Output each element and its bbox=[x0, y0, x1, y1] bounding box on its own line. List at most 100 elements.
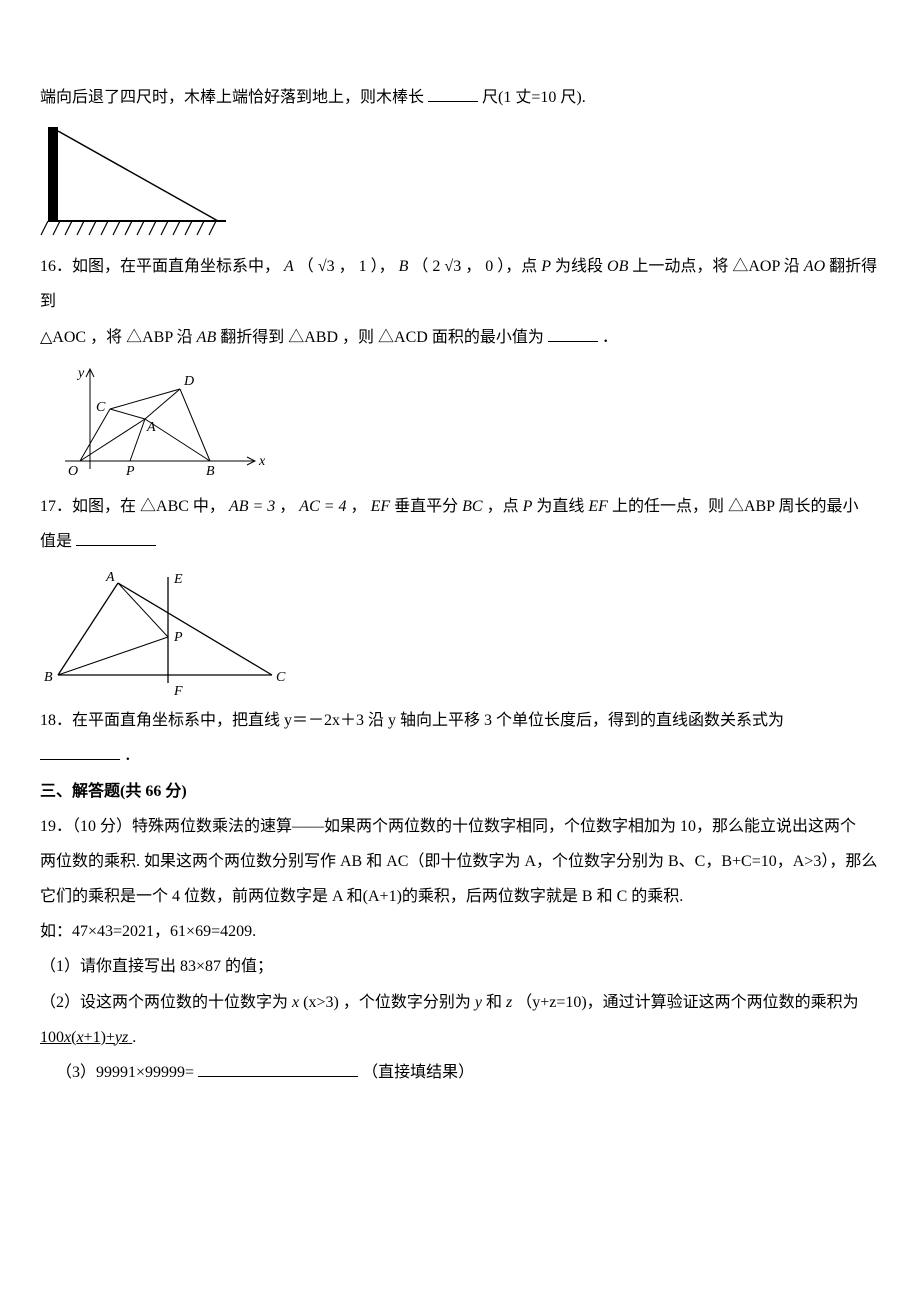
q16-OB: OB bbox=[607, 258, 628, 275]
q17-ACeq: AC = 4 bbox=[299, 498, 346, 515]
svg-text:P: P bbox=[125, 464, 135, 479]
svg-text:E: E bbox=[173, 572, 183, 587]
section3-title: 三、解答题(共 66 分) bbox=[40, 774, 880, 809]
q16-Bxc: 2 bbox=[432, 258, 440, 275]
q17-pre: 17．如图，在 bbox=[40, 498, 140, 515]
q19-l1: 19．（10 分）特殊两位数乘法的速算——如果两个两位数的十位数字相同，个位数字… bbox=[40, 809, 880, 844]
svg-text:x: x bbox=[258, 454, 266, 469]
q17-line2: 值是 bbox=[40, 524, 880, 559]
q19-l3: 它们的乘积是一个 4 位数，前两位数字是 A 和(A+1)的乘积，后两位数字就是… bbox=[40, 879, 880, 914]
q17-EF2: EF bbox=[588, 498, 608, 515]
q17-m3: ，点 bbox=[487, 498, 523, 515]
q15-blank[interactable] bbox=[428, 85, 478, 102]
q17-s2: ， bbox=[351, 498, 367, 515]
q19-p2d: （y+z=10)，通过计算验证这两个两位数的乘积为 bbox=[516, 994, 858, 1011]
q16-AO: AO bbox=[804, 258, 825, 275]
q16-tACD: △ACD bbox=[378, 329, 428, 346]
q16-Ay: 1 bbox=[359, 258, 367, 275]
q17-m1: 中， bbox=[193, 498, 225, 515]
q18-end: ． bbox=[124, 747, 140, 764]
q16-tABD: △ABD bbox=[288, 329, 338, 346]
q19-p3a: （3）99991×99999= bbox=[56, 1064, 194, 1081]
q18-blank[interactable] bbox=[40, 743, 120, 760]
q17-m6: 周长的最小 bbox=[779, 498, 859, 515]
fig17: ABCEFP bbox=[40, 565, 880, 695]
q16-Apre: （ bbox=[298, 258, 314, 275]
q16-Ax: √3 bbox=[318, 258, 335, 275]
q17-s1: ， bbox=[279, 498, 295, 515]
q19-p2z: z bbox=[506, 994, 512, 1011]
q16-AB: AB bbox=[197, 329, 217, 346]
q16-Asep: ， bbox=[339, 258, 355, 275]
q19-p2c: 和 bbox=[486, 994, 506, 1011]
svg-text:y: y bbox=[76, 366, 85, 381]
q16-m2: 上一动点，将 bbox=[632, 258, 732, 275]
svg-text:B: B bbox=[206, 464, 215, 479]
q16-m5: ，将 bbox=[90, 329, 126, 346]
q17-tABP: △ABP bbox=[728, 498, 775, 515]
q16-tAOP: △AOP bbox=[732, 258, 779, 275]
q16-Bxr: √3 bbox=[444, 258, 461, 275]
q18-text: 18．在平面直角坐标系中，把直线 y＝－2x＋3 沿 y 轴向上平移 3 个单位… bbox=[40, 712, 784, 729]
q19-p2e-x2: x bbox=[76, 1029, 83, 1046]
q17-BC: BC bbox=[462, 498, 482, 515]
q19-p2b: ，个位数字分别为 bbox=[343, 994, 475, 1011]
q18-line2: ． bbox=[40, 738, 880, 773]
q17-tABC: △ABC bbox=[140, 498, 189, 515]
q15-text-b: 尺(1 丈=10 尺). bbox=[482, 89, 586, 106]
fig15 bbox=[40, 121, 880, 241]
q19-p2a: （2）设这两个两位数的十位数字为 bbox=[40, 994, 292, 1011]
q16-A: A bbox=[284, 258, 294, 275]
q17-line1: 17．如图，在 △ABC 中， AB = 3 ， AC = 4 ， EF 垂直平… bbox=[40, 489, 880, 524]
q19-p2e-yz: yz bbox=[115, 1029, 128, 1046]
q16-line2: △AOC ，将 △ABP 沿 AB 翻折得到 △ABD ，则 △ACD 面积的最… bbox=[40, 320, 880, 355]
q17-m4: 为直线 bbox=[536, 498, 588, 515]
svg-text:B: B bbox=[44, 670, 53, 685]
svg-text:P: P bbox=[173, 630, 183, 645]
q17-l2: 值是 bbox=[40, 533, 72, 550]
q16-blank[interactable] bbox=[548, 325, 598, 342]
q16-end: ． bbox=[602, 329, 618, 346]
q16-m1: 为线段 bbox=[555, 258, 607, 275]
q19-p3b: （直接填结果） bbox=[362, 1064, 474, 1081]
q16-pre: 16．如图，在平面直角坐标系中， bbox=[40, 258, 280, 275]
q19-p1: （1）请你直接写出 83×87 的值； bbox=[40, 949, 880, 984]
q16-Apost: ）， bbox=[371, 258, 395, 275]
q17-blank[interactable] bbox=[76, 529, 156, 546]
q19-l4: 如：47×43=2021，61×69=4209. bbox=[40, 914, 880, 949]
svg-text:C: C bbox=[276, 670, 286, 685]
q19-p2e-pre: 100 bbox=[40, 1029, 64, 1046]
q16-Bpost: ），点 bbox=[497, 258, 541, 275]
q16-m3: 沿 bbox=[784, 258, 804, 275]
q19-p3: （3）99991×99999= （直接填结果） bbox=[40, 1055, 880, 1090]
q16-m9: 面积的最小值为 bbox=[432, 329, 544, 346]
svg-text:A: A bbox=[146, 420, 156, 435]
svg-text:O: O bbox=[68, 464, 78, 479]
q16-m8: ，则 bbox=[342, 329, 378, 346]
q17-m5: 上的任一点，则 bbox=[612, 498, 728, 515]
q15-line: 端向后退了四尺时，木棒上端恰好落到地上，则木棒长 尺(1 丈=10 尺). bbox=[40, 80, 880, 115]
svg-text:D: D bbox=[183, 374, 194, 389]
q16-tAOC: △AOC bbox=[40, 329, 86, 346]
q17-m2: 垂直平分 bbox=[394, 498, 462, 515]
q16-tABP: △ABP bbox=[126, 329, 173, 346]
svg-text:A: A bbox=[105, 570, 115, 585]
q19-p3-blank[interactable] bbox=[198, 1060, 358, 1077]
q19-p2-line2: 100x(x+1)+yz . bbox=[40, 1020, 880, 1055]
q19-p2x: x bbox=[292, 994, 299, 1011]
q18-line1: 18．在平面直角坐标系中，把直线 y＝－2x＋3 沿 y 轴向上平移 3 个单位… bbox=[40, 703, 880, 738]
q19-p2e-m2: +1)+ bbox=[84, 1029, 115, 1046]
q16-m6: 沿 bbox=[177, 329, 197, 346]
q16-Bpre: （ bbox=[412, 258, 428, 275]
q16-line1: 16．如图，在平面直角坐标系中， A （ √3 ， 1 ）， B （ 2 √3 … bbox=[40, 249, 880, 319]
q19-p2y: y bbox=[475, 994, 482, 1011]
q19-p2-line1: （2）设这两个两位数的十位数字为 x (x>3) ，个位数字分别为 y 和 z … bbox=[40, 985, 880, 1020]
q16-P: P bbox=[541, 258, 551, 275]
q19-p2e-end: . bbox=[132, 1029, 136, 1046]
q19-p2cond: (x>3) bbox=[303, 994, 339, 1011]
q16-m7: 翻折得到 bbox=[220, 329, 288, 346]
fig16: Ox y P B A C D bbox=[40, 361, 880, 481]
q16-B: B bbox=[399, 258, 409, 275]
svg-text:C: C bbox=[96, 400, 106, 415]
q15-text-a: 端向后退了四尺时，木棒上端恰好落到地上，则木棒长 bbox=[40, 89, 424, 106]
